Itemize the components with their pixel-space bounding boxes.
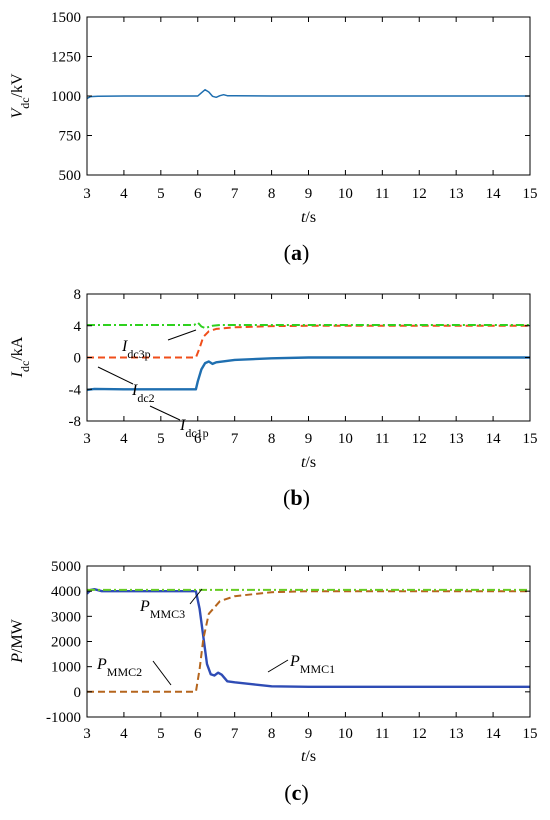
x-tick-label: 11 [375,186,389,202]
series-line-dc3p [87,321,530,330]
series-line-a-0 [87,88,530,100]
x-tick-label: 5 [157,726,165,742]
panel-caption: (c) [284,780,308,805]
y-axis-label: P/MW [9,618,26,663]
series-line-dc2 [87,324,530,359]
y-tick-label: 4 [74,319,82,335]
annotation-leader-line [167,329,197,341]
x-tick-label: 10 [338,726,353,742]
y-axis-label: Vdc/kV [9,73,32,119]
x-tick-label: 3 [83,726,91,742]
x-tick-label: 13 [449,431,464,447]
y-tick-label: 0 [74,351,82,367]
x-tick-label: 9 [305,431,313,447]
series-annotation-dc3p: Idc3p [121,338,151,361]
y-tick-label: 1000 [51,660,81,676]
x-tick-label: 6 [194,726,202,742]
x-tick-label: 10 [338,186,353,202]
panel-caption: (a) [284,240,310,265]
chart-panel-b: 3 4 5 6 7 8 9 10 11 12 13 14 15 -8 -4 0 4 8 t/s Idc/kA Idc3p… [9,287,538,510]
x-axis-label: t/s [301,748,316,765]
y-tick-label: 1000 [51,89,81,105]
y-tick-label: 1500 [51,10,81,26]
x-tick-label: 4 [120,726,128,742]
series-annotation-MMC2: PMMC2 [96,656,142,679]
x-axis-label: t/s [301,209,316,226]
y-tick-label: -4 [69,382,82,398]
x-tick-label: 11 [375,431,389,447]
x-tick-label: 7 [231,186,239,202]
plot-frame [86,565,531,718]
x-tick-label: 6 [194,186,202,202]
y-tick-label: 750 [59,129,82,145]
x-tick-label: 12 [412,726,427,742]
x-tick-label: 8 [268,431,276,447]
series-annotation-dc1p: Idc1p [179,417,209,440]
x-tick-label: 8 [268,726,276,742]
x-tick-label: 4 [120,186,128,202]
x-tick-label: 7 [231,726,239,742]
series-annotation-dc2: Idc2 [131,382,155,405]
annotation-leader-line [189,588,203,605]
y-tick-label: 500 [59,168,82,184]
x-tick-label: 12 [412,186,427,202]
x-tick-label: 6 [194,431,202,447]
x-tick-label: 11 [375,726,389,742]
series-line-MMC2 [87,590,530,693]
y-tick-label: 3000 [51,609,81,625]
chart-panel-a: 3 4 5 6 7 8 9 10 11 12 13 14 15 500 750 1000 1250 1500 t/s… [9,10,538,265]
y-tick-label: 0 [74,685,82,701]
series-line-MMC1 [87,588,530,688]
x-tick-label: 10 [338,431,353,447]
x-tick-label: 3 [83,431,91,447]
annotation-leader-line [149,405,181,421]
chart-panel-c: 3 4 5 6 7 8 9 10 11 12 13 14 15 -1000 0 1000 2000 3000 400… [9,559,538,805]
x-tick-label: 7 [231,431,239,447]
x-tick-label: 8 [268,186,276,202]
y-tick-label: -8 [69,414,82,430]
x-tick-label: 14 [486,186,502,202]
x-tick-label: 13 [449,186,464,202]
x-tick-label: 9 [305,186,313,202]
x-tick-label: 9 [305,726,313,742]
y-tick-label: 8 [74,287,82,303]
annotation-leader-line [152,660,172,686]
x-tick-label: 13 [449,726,464,742]
x-tick-label: 15 [523,186,538,202]
y-tick-label: 2000 [51,635,81,651]
series-annotation-MMC3: PMMC3 [139,598,185,621]
annotation-leader-line [97,366,134,385]
annotation-leader-line [267,659,289,673]
y-axis-label: Idc/kA [9,336,32,378]
y-tick-label: 5000 [51,559,81,575]
x-tick-label: 3 [83,186,91,202]
y-tick-label: 1250 [51,50,81,66]
y-tick-label: 4000 [51,584,81,600]
x-tick-label: 12 [412,431,427,447]
x-tick-label: 4 [120,431,128,447]
x-tick-label: 15 [523,726,538,742]
x-tick-label: 5 [157,431,165,447]
x-axis-label: t/s [301,454,316,471]
x-tick-label: 14 [486,726,502,742]
panel-caption: (b) [283,485,310,510]
series-line-dc1p [87,356,530,392]
series-annotation-MMC1: PMMC1 [289,653,335,676]
x-tick-label: 14 [486,431,502,447]
y-tick-label: -1000 [46,710,81,726]
x-tick-label: 5 [157,186,165,202]
x-tick-label: 15 [523,431,538,447]
